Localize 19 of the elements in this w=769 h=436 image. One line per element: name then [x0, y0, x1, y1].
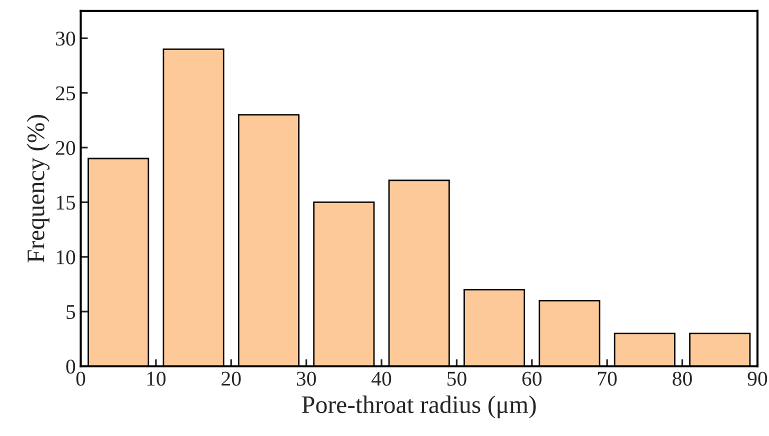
x-tick-label: 60	[522, 372, 542, 386]
x-tick-label: 0	[76, 372, 86, 386]
x-tick-label: 90	[748, 372, 768, 386]
y-tick-label: 25	[56, 86, 76, 100]
y-tick-label: 0	[66, 360, 76, 374]
x-axis-title: Pore-throat radius (μm)	[302, 396, 536, 418]
y-tick-label: 5	[66, 305, 76, 320]
y-tick-label: 30	[56, 32, 76, 46]
x-tick-label: 40	[372, 372, 392, 386]
y-axis-title: Frequency (%)	[26, 115, 50, 262]
x-tick-label: 70	[598, 372, 617, 386]
x-tick-label: 30	[296, 372, 316, 386]
y-tick-label: 20	[56, 140, 76, 155]
x-tick-label: 20	[222, 372, 241, 386]
x-tick-label: 50	[447, 372, 466, 386]
x-tick-label: 80	[672, 372, 692, 386]
y-tick-label: 15	[56, 196, 76, 210]
y-tick-label: 10	[56, 250, 76, 264]
x-tick-label: 10	[147, 372, 166, 386]
